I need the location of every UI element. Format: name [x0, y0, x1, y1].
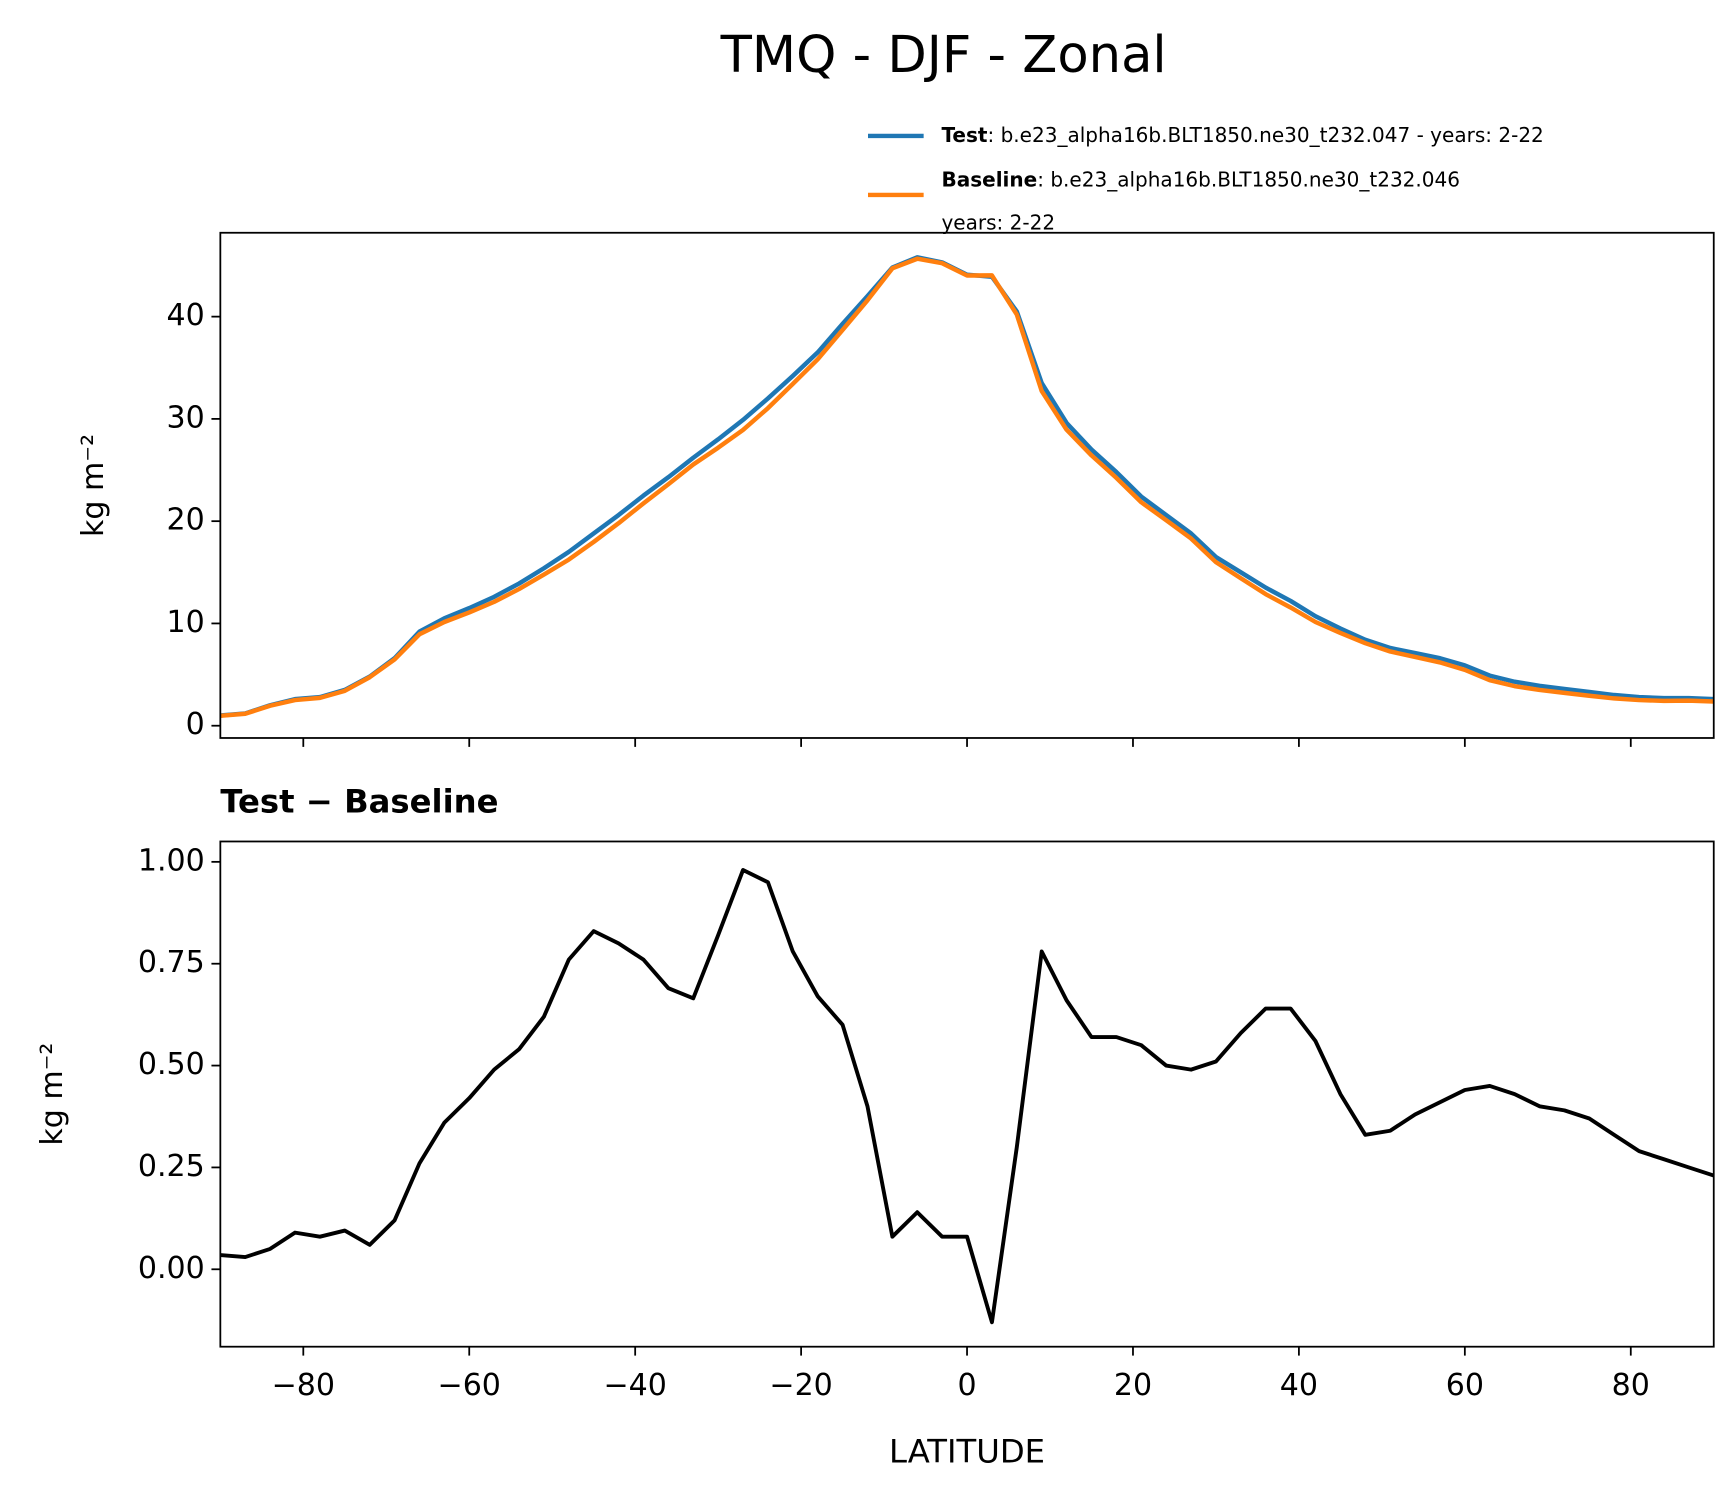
- axes-frame: [219, 840, 1715, 1348]
- y-tick-label: 30: [167, 400, 205, 435]
- x-tick-label: 20: [1114, 1368, 1152, 1403]
- y-tick-label: 0: [186, 707, 205, 742]
- data-line: [220, 256, 1714, 719]
- legend-text: : b.e23_alpha16b.BLT1850.ne30_t232.046: [1037, 167, 1460, 191]
- y-tick-label: 0.75: [138, 945, 205, 980]
- axes-title: Test − Baseline: [220, 783, 498, 821]
- y-tick-label: 40: [167, 298, 205, 333]
- plot-area: [220, 255, 1714, 719]
- x-tick-label: 40: [1280, 1368, 1318, 1403]
- legend-entry: Baseline: b.e23_alpha16b.BLT1850.ne30_t2…: [941, 167, 1460, 191]
- y-tick-label: 0.50: [138, 1047, 205, 1082]
- legend-name: Test: [941, 122, 987, 146]
- x-tick-label: 0: [957, 1368, 976, 1403]
- y-tick-label: 1.00: [138, 843, 205, 878]
- plot-area: [220, 868, 1714, 1325]
- x-tick-label: −60: [438, 1368, 501, 1403]
- y-tick-label: 10: [167, 605, 205, 640]
- axes-frame: [219, 231, 1715, 739]
- legend-text: years: 2-22: [941, 210, 1055, 234]
- legend-entry: Test: b.e23_alpha16b.BLT1850.ne30_t232.0…: [941, 122, 1543, 146]
- x-tick-label: 80: [1612, 1368, 1650, 1403]
- x-axis-label: LATITUDE: [889, 1433, 1045, 1471]
- x-tick-label: −20: [769, 1368, 832, 1403]
- legend-name: Baseline: [941, 167, 1037, 191]
- data-line: [220, 868, 1714, 1325]
- y-axis-label: kg m⁻²: [76, 434, 111, 537]
- x-tick-label: −80: [272, 1368, 335, 1403]
- y-tick-label: 20: [167, 503, 205, 538]
- y-axis-label: kg m⁻²: [35, 1043, 70, 1146]
- legend-text: : b.e23_alpha16b.BLT1850.ne30_t232.047 -…: [988, 122, 1544, 146]
- y-tick-label: 0.00: [138, 1251, 205, 1286]
- figure-title: TMQ - DJF - Zonal: [720, 25, 1167, 85]
- x-tick-label: −40: [603, 1368, 666, 1403]
- y-tick-label: 0.25: [138, 1149, 205, 1184]
- x-tick-label: 60: [1446, 1368, 1484, 1403]
